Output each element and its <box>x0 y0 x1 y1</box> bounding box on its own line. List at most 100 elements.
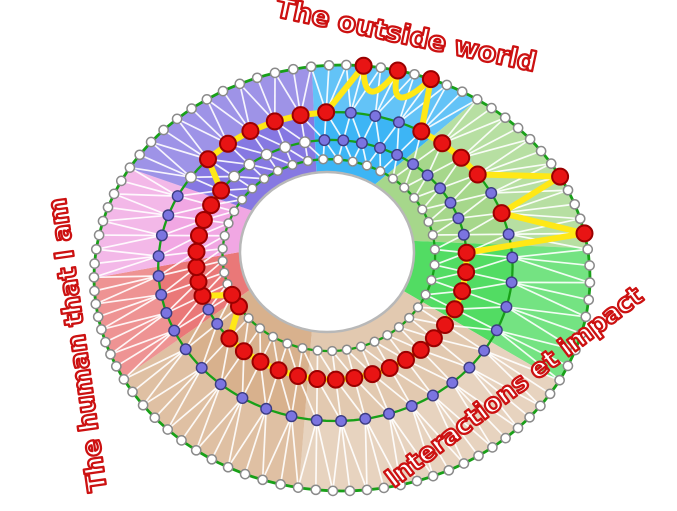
mid-ring-node[interactable] <box>502 228 515 241</box>
outer-ring-node[interactable] <box>115 175 127 187</box>
outer-ring-node[interactable] <box>108 188 120 200</box>
outer-ring-node[interactable] <box>162 424 174 435</box>
inner-ring-node[interactable] <box>247 183 258 194</box>
score-node[interactable] <box>457 263 476 282</box>
mid-ring-node[interactable] <box>310 414 323 427</box>
score-node[interactable] <box>345 369 364 387</box>
outer-ring-node[interactable] <box>105 348 116 360</box>
outer-ring-node[interactable] <box>305 61 317 73</box>
score-node[interactable] <box>223 285 242 304</box>
inner-ring-node[interactable] <box>259 173 270 184</box>
mid-ring-node[interactable] <box>162 209 175 222</box>
outer-ring-node[interactable] <box>269 67 281 79</box>
outer-ring-node[interactable] <box>239 468 251 480</box>
score-node[interactable] <box>411 340 430 359</box>
outer-ring-node[interactable] <box>471 94 483 105</box>
inner-ring-node[interactable] <box>223 218 234 229</box>
inner-ring-node[interactable] <box>387 173 399 184</box>
outer-ring-node[interactable] <box>134 149 146 161</box>
outer-ring-node[interactable] <box>473 450 484 462</box>
outer-ring-node[interactable] <box>395 479 406 491</box>
mid-ring-node[interactable] <box>243 158 256 171</box>
mid-ring-node[interactable] <box>195 361 208 374</box>
inner-ring-node[interactable] <box>409 192 420 204</box>
outer-ring-node[interactable] <box>118 374 130 385</box>
mid-ring-node[interactable] <box>236 392 249 405</box>
mid-ring-node[interactable] <box>407 158 420 171</box>
score-node[interactable] <box>241 122 260 140</box>
outer-ring-node[interactable] <box>512 122 524 134</box>
mid-ring-node[interactable] <box>478 344 491 357</box>
inner-ring-node[interactable] <box>287 159 298 171</box>
mid-ring-node[interactable] <box>500 300 513 313</box>
inner-ring-node[interactable] <box>417 204 428 215</box>
outer-ring-node[interactable] <box>499 112 511 124</box>
score-node[interactable] <box>291 106 310 125</box>
outer-ring-node[interactable] <box>544 388 556 400</box>
mid-ring-node[interactable] <box>260 148 273 161</box>
outer-ring-node[interactable] <box>487 442 498 453</box>
inner-ring-node[interactable] <box>219 267 230 278</box>
score-node[interactable] <box>187 258 206 277</box>
outer-ring-node[interactable] <box>562 360 574 372</box>
outer-ring-node[interactable] <box>562 184 574 196</box>
inner-ring-node[interactable] <box>399 182 410 193</box>
inner-ring-node[interactable] <box>236 194 248 205</box>
mid-ring-node[interactable] <box>260 402 273 415</box>
inner-ring-node[interactable] <box>332 154 344 165</box>
mid-ring-node[interactable] <box>383 407 396 420</box>
outer-ring-node[interactable] <box>124 162 136 173</box>
outer-ring-node[interactable] <box>584 260 595 271</box>
mid-ring-node[interactable] <box>337 134 350 147</box>
mid-ring-node[interactable] <box>405 400 418 413</box>
mid-ring-node[interactable] <box>171 190 184 203</box>
score-node[interactable] <box>363 365 382 384</box>
outer-ring-node[interactable] <box>176 435 187 446</box>
outer-ring-node[interactable] <box>375 62 387 73</box>
mid-ring-node[interactable] <box>485 186 498 199</box>
inner-ring-node[interactable] <box>217 243 228 254</box>
mid-ring-node[interactable] <box>152 250 165 263</box>
outer-ring-node[interactable] <box>378 482 390 494</box>
outer-ring-node[interactable] <box>102 201 114 213</box>
inner-ring-node[interactable] <box>412 302 424 313</box>
score-node[interactable] <box>575 224 594 243</box>
inner-ring-node[interactable] <box>429 259 440 271</box>
inner-ring-node[interactable] <box>375 166 386 177</box>
inner-ring-node[interactable] <box>272 165 283 177</box>
mid-ring-node[interactable] <box>155 288 168 301</box>
inner-ring-node[interactable] <box>302 155 314 167</box>
outer-ring-node[interactable] <box>361 484 373 496</box>
score-node[interactable] <box>269 361 288 380</box>
mid-ring-node[interactable] <box>392 116 405 129</box>
outer-ring-node[interactable] <box>251 72 263 84</box>
inner-ring-node[interactable] <box>219 230 230 241</box>
score-node[interactable] <box>452 148 471 167</box>
score-node[interactable] <box>199 150 217 169</box>
inner-ring-node[interactable] <box>318 154 329 165</box>
outer-ring-node[interactable] <box>327 485 339 497</box>
outer-ring-node[interactable] <box>441 79 453 91</box>
score-node[interactable] <box>421 70 440 89</box>
mid-ring-node[interactable] <box>391 148 404 161</box>
inner-ring-node[interactable] <box>341 344 352 355</box>
score-node[interactable] <box>265 112 284 131</box>
mid-ring-node[interactable] <box>355 136 368 149</box>
score-node[interactable] <box>234 342 253 361</box>
score-node[interactable] <box>445 300 464 319</box>
outer-ring-node[interactable] <box>149 412 161 424</box>
mid-ring-node[interactable] <box>211 317 224 330</box>
outer-ring-node[interactable] <box>574 213 586 225</box>
score-node[interactable] <box>453 282 472 301</box>
score-node[interactable] <box>187 242 206 261</box>
mid-ring-node[interactable] <box>369 109 382 122</box>
outer-ring-node[interactable] <box>206 453 218 465</box>
score-node[interactable] <box>189 272 208 291</box>
outer-ring-node[interactable] <box>90 298 102 310</box>
mid-ring-node[interactable] <box>285 410 298 423</box>
mid-ring-node[interactable] <box>457 228 470 241</box>
outer-ring-node[interactable] <box>409 68 420 80</box>
outer-ring-node[interactable] <box>110 360 122 372</box>
outer-ring-node[interactable] <box>222 461 234 473</box>
score-node[interactable] <box>220 329 239 348</box>
